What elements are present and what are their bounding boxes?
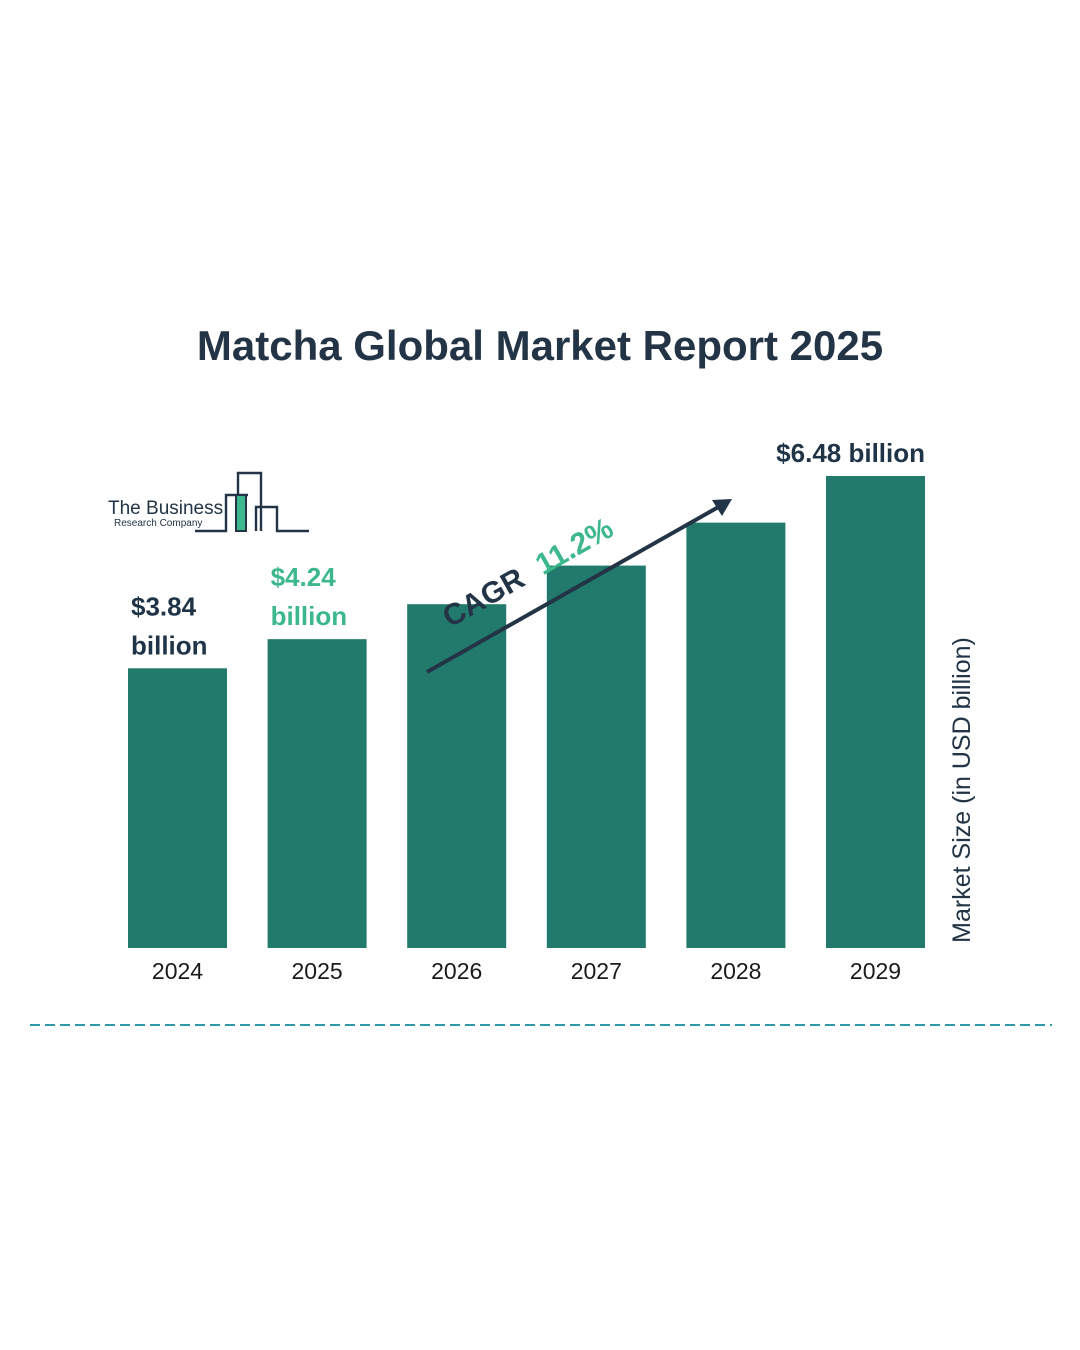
bar-2029	[826, 476, 925, 948]
bar-2026	[407, 604, 507, 948]
bar-2028	[686, 522, 786, 948]
x-tick-2027: 2027	[571, 958, 622, 984]
y-axis-label: Market Size (in USD billion)	[948, 637, 976, 943]
bars-group	[128, 476, 925, 948]
logo-line-2: Research Company	[114, 518, 202, 529]
data-labels-group: $3.84 billion $4.24 billion $6.48 billion	[131, 438, 925, 660]
x-tick-2026: 2026	[431, 958, 482, 984]
chart-title: Matcha Global Market Report 2025	[197, 322, 883, 369]
logo-buildings-icon	[195, 471, 309, 533]
logo-line-1: The Business	[108, 498, 223, 519]
data-label-2024-line-1: $3.84	[131, 591, 197, 621]
arrowhead-icon	[712, 499, 732, 516]
data-label-2029-line-1: $6.48 billion	[776, 438, 925, 468]
data-label-2025-line-2: billion	[271, 601, 348, 631]
bar-2024	[128, 668, 227, 948]
data-label-2024-line-2: billion	[131, 630, 208, 660]
company-logo: The Business Research Company	[108, 471, 309, 533]
data-label-2025-line-1: $4.24	[271, 562, 337, 592]
tick-labels-group: 2024 2025 2026 2027 2028 2029	[152, 958, 901, 984]
x-tick-2024: 2024	[152, 958, 203, 984]
x-tick-2029: 2029	[850, 958, 901, 984]
x-tick-2025: 2025	[292, 958, 343, 984]
bar-2027	[546, 565, 646, 948]
cagr-arrow	[426, 499, 732, 674]
x-tick-2028: 2028	[710, 958, 761, 984]
bar-2025	[267, 639, 367, 948]
